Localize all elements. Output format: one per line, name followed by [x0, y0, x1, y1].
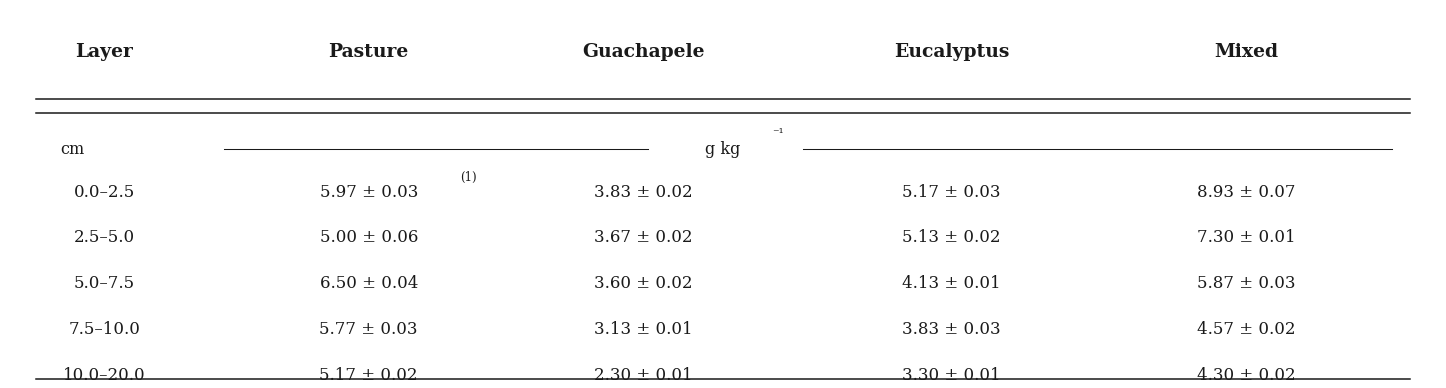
Text: 5.77 ± 0.03: 5.77 ± 0.03 — [320, 321, 418, 338]
Text: 5.97 ± 0.03: 5.97 ± 0.03 — [320, 184, 418, 201]
Text: Mixed: Mixed — [1215, 43, 1278, 61]
Text: Guachapele: Guachapele — [583, 43, 704, 61]
Text: 3.13 ± 0.01: 3.13 ± 0.01 — [594, 321, 693, 338]
Text: (1): (1) — [460, 171, 476, 184]
Text: 4.30 ± 0.02: 4.30 ± 0.02 — [1197, 367, 1296, 384]
Text: 0.0–2.5: 0.0–2.5 — [74, 184, 134, 201]
Text: 3.60 ± 0.02: 3.60 ± 0.02 — [594, 275, 693, 292]
Text: 5.17 ± 0.02: 5.17 ± 0.02 — [320, 367, 418, 384]
Text: Layer: Layer — [75, 43, 133, 61]
Text: g kg: g kg — [706, 141, 740, 158]
Text: 8.93 ± 0.07: 8.93 ± 0.07 — [1197, 184, 1296, 201]
Text: 4.57 ± 0.02: 4.57 ± 0.02 — [1197, 321, 1296, 338]
Text: cm: cm — [61, 141, 85, 158]
Text: 3.83 ± 0.02: 3.83 ± 0.02 — [594, 184, 693, 201]
Text: 5.00 ± 0.06: 5.00 ± 0.06 — [320, 229, 418, 246]
Text: 5.13 ± 0.02: 5.13 ± 0.02 — [902, 229, 1001, 246]
Text: ⁻¹: ⁻¹ — [772, 126, 784, 140]
Text: 4.13 ± 0.01: 4.13 ± 0.01 — [902, 275, 1001, 292]
Text: 2.5–5.0: 2.5–5.0 — [74, 229, 134, 246]
Text: Eucalyptus: Eucalyptus — [894, 43, 1009, 61]
Text: 2.30 ± 0.01: 2.30 ± 0.01 — [594, 367, 693, 384]
Text: Pasture: Pasture — [328, 43, 409, 61]
Text: 5.0–7.5: 5.0–7.5 — [74, 275, 134, 292]
Text: 3.67 ± 0.02: 3.67 ± 0.02 — [594, 229, 693, 246]
Text: 5.17 ± 0.03: 5.17 ± 0.03 — [902, 184, 1001, 201]
Text: 5.87 ± 0.03: 5.87 ± 0.03 — [1197, 275, 1296, 292]
Text: 10.0–20.0: 10.0–20.0 — [62, 367, 146, 384]
Text: 7.5–10.0: 7.5–10.0 — [68, 321, 140, 338]
Text: 7.30 ± 0.01: 7.30 ± 0.01 — [1197, 229, 1296, 246]
Text: 6.50 ± 0.04: 6.50 ± 0.04 — [320, 275, 418, 292]
Text: 3.83 ± 0.03: 3.83 ± 0.03 — [902, 321, 1001, 338]
Text: 3.30 ± 0.01: 3.30 ± 0.01 — [902, 367, 1001, 384]
